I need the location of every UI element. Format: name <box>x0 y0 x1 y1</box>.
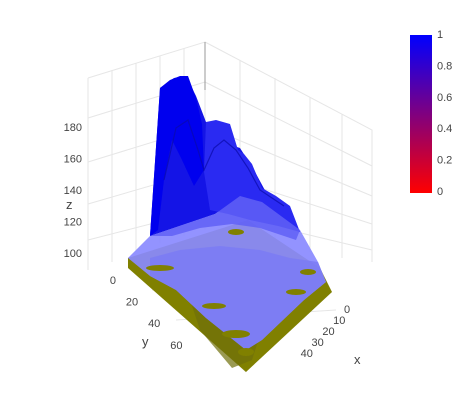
terrain-surface <box>128 76 326 350</box>
z-tick-label: 180 <box>64 122 82 134</box>
z-tick-label: 120 <box>64 217 82 229</box>
colorbar-tick-label: 0.8 <box>437 60 452 72</box>
terrain-ridge-line <box>163 119 285 207</box>
floor-spot-5 <box>222 330 250 338</box>
floor-spot-1 <box>228 229 244 235</box>
y-axis-title: y <box>142 334 149 349</box>
colorbar-gradient <box>410 35 432 193</box>
colorbar-tick-label: 0 <box>437 186 443 198</box>
y-tick-label: 40 <box>148 318 160 330</box>
x-tick-label: 40 <box>301 348 313 360</box>
colorbar-tick-label: 0.6 <box>437 92 452 104</box>
colorbar-tick-label: 0.2 <box>437 155 452 167</box>
colorbar-tick-label: 0.4 <box>437 123 452 135</box>
floor-spot-2 <box>146 265 174 271</box>
colorbar: 1 0.8 0.6 0.4 0.2 0 <box>410 29 452 198</box>
colorbar-ticks: 1 0.8 0.6 0.4 0.2 0 <box>437 29 452 198</box>
floor-spot-7 <box>300 269 316 275</box>
x-tick-label: 10 <box>333 315 345 327</box>
x-tick-label: 0 <box>344 304 350 316</box>
y-tick-label: 0 <box>110 275 116 287</box>
floor-spot-4 <box>202 303 226 309</box>
terrain-front-face <box>150 196 300 240</box>
x-axis-title: x <box>354 352 361 367</box>
floor-spots <box>146 229 316 356</box>
terrain-peak-main <box>150 76 204 236</box>
z-tick-label: 140 <box>64 185 82 197</box>
y-tick-label: 60 <box>170 340 182 352</box>
z-axis-title: z <box>66 197 73 212</box>
colorbar-tick-label: 1 <box>437 29 443 41</box>
y-tick-label: 20 <box>126 297 138 309</box>
z-tick-label: 100 <box>64 248 82 260</box>
x-tick-label: 30 <box>312 337 324 349</box>
terrain-floor-tint <box>150 246 326 350</box>
floor-spot-6 <box>238 348 254 356</box>
floor-spot-3 <box>286 289 306 295</box>
x-tick-label: 20 <box>322 326 334 338</box>
z-tick-label: 160 <box>64 153 82 165</box>
